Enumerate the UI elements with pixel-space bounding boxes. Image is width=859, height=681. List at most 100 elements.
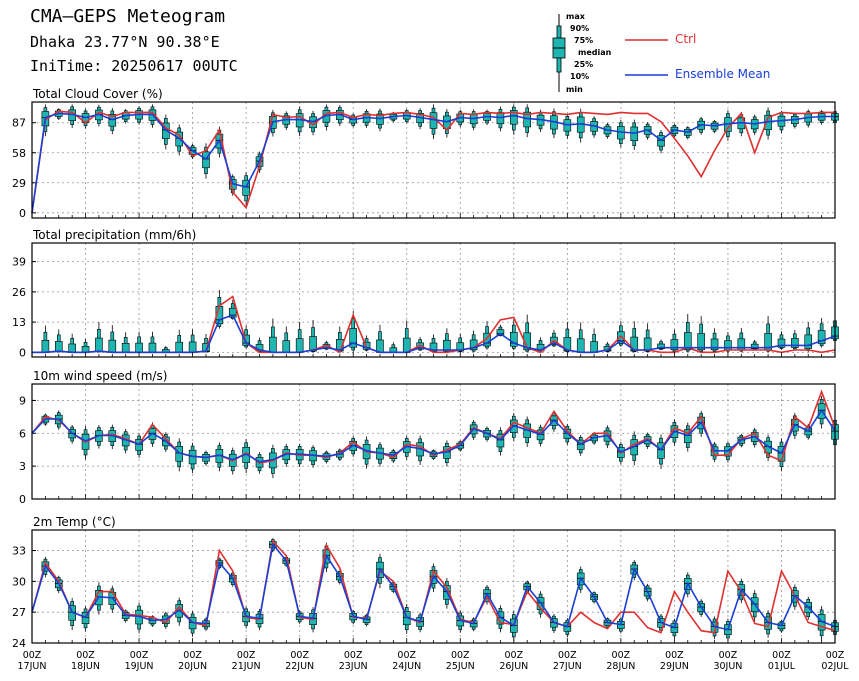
boxplot-inner (576, 338, 585, 353)
boxplot-inner (108, 339, 117, 353)
boxplot (509, 104, 518, 135)
boxplot (804, 322, 813, 353)
x-axis-labels: 00Z17JUN00Z18JUN00Z19JUN00Z20JUN00Z21JUN… (18, 650, 850, 672)
boxplot (750, 114, 759, 136)
x-tick-hour-label: 00Z (183, 650, 202, 661)
boxplot-inner (175, 341, 184, 353)
boxplot (443, 440, 451, 467)
boxplot (188, 329, 197, 353)
boxplot (697, 316, 705, 353)
y-tick-label: 9 (19, 394, 26, 407)
boxplot (523, 104, 531, 138)
x-tick-hour-label: 00Z (665, 650, 684, 661)
boxplot-inner (817, 330, 826, 345)
boxplot-inner (309, 336, 317, 352)
boxplot (643, 323, 652, 353)
y-tick-label: 30 (12, 575, 26, 588)
header: CMA—GEPS Meteogram Dhaka 23.77°N 90.38°E… (0, 0, 859, 100)
legend-p25-label: 25% (574, 60, 594, 69)
y-tick-label: 0 (19, 493, 26, 506)
boxplot-inner (295, 338, 304, 353)
boxplot (309, 445, 317, 468)
boxplot (295, 321, 304, 353)
boxplot (737, 327, 746, 353)
boxplot (817, 395, 826, 429)
boxplot-legend-glyph (552, 14, 566, 92)
boxplot (108, 585, 117, 613)
boxplot-inner (630, 336, 639, 352)
y-tick-label: 6 (19, 427, 26, 440)
ensemble-mean-line (31, 542, 836, 631)
y-tick-label: 58 (12, 147, 26, 160)
boxplot (670, 329, 679, 353)
x-tick-date-label: 25JUN (446, 661, 475, 672)
x-tick-date-label: 20JUN (178, 661, 207, 672)
boxplot-inner (509, 110, 518, 125)
line-legend: Ctrl Ensemble Mean (620, 28, 820, 88)
x-tick-date-label: 17JUN (18, 661, 47, 672)
boxplot (657, 129, 665, 154)
boxplot (576, 322, 585, 353)
boxplot-inner (697, 333, 705, 351)
boxplot-inner (710, 338, 719, 351)
boxplot (309, 320, 317, 353)
boxplot (576, 435, 585, 456)
boxplot (242, 171, 250, 206)
boxplot-inner (349, 328, 358, 348)
legend-mean-label: Ensemble Mean (675, 67, 771, 81)
boxplot (376, 108, 384, 132)
boxplot (402, 320, 411, 353)
init-time-label: IniTime: 20250617 00UTC (30, 57, 238, 75)
boxplot-inner (750, 343, 759, 350)
y-tick-label: 87 (12, 117, 26, 130)
y-tick-label: 13 (12, 316, 26, 329)
x-tick-date-label: 23JUN (339, 661, 368, 672)
y-tick-label: 24 (12, 637, 26, 650)
boxplot (135, 602, 143, 634)
panel-3: 10m wind speed (m/s) 0 3 6 9 (19, 369, 839, 506)
boxplot-inner (121, 343, 130, 353)
boxplot (496, 106, 505, 132)
y-tick-label: 0 (19, 207, 26, 220)
boxplot (68, 104, 76, 128)
boxplot (68, 333, 76, 353)
x-tick-date-label: 24JUN (392, 661, 421, 672)
boxplot (81, 606, 90, 632)
boxplot (389, 342, 398, 353)
boxplot (563, 618, 572, 638)
boxplot (95, 582, 103, 615)
boxplot-legend: max 90% 75% median 25% 10% min (548, 8, 628, 96)
boxplot-inner (135, 342, 143, 353)
ensemble-mean-line (32, 314, 836, 354)
y-tick-label: 3 (19, 460, 26, 473)
y-tick-label: 33 (12, 545, 26, 558)
x-tick-hour-label: 00Z (23, 650, 42, 661)
boxplot (817, 318, 826, 348)
boxplot (617, 119, 625, 148)
boxplot (683, 422, 692, 452)
x-tick-date-label: 30JUN (713, 661, 742, 672)
x-tick-date-label: 28JUN (606, 661, 635, 672)
x-tick-date-label: 29JUN (660, 661, 689, 672)
boxplot-inner (617, 331, 625, 344)
legend-max-label: max (566, 12, 585, 21)
x-tick-hour-label: 00Z (130, 650, 149, 661)
boxplot-inner (643, 337, 652, 352)
panel-title: 10m wind speed (m/s) (33, 369, 167, 383)
y-tick-label: 39 (12, 256, 26, 269)
boxplot (416, 108, 424, 130)
y-tick-label: 27 (12, 606, 26, 619)
boxplot (175, 329, 184, 353)
boxplot-inner (68, 343, 76, 353)
boxplot (349, 310, 358, 353)
boxplot (750, 339, 759, 351)
boxplot (630, 431, 639, 466)
boxplot-inner (509, 331, 518, 347)
legend-p75-label: 75% (574, 36, 594, 45)
boxplot (590, 328, 598, 353)
boxplot (710, 328, 719, 353)
ensemble-mean-line (31, 112, 835, 213)
boxplot-inner (429, 342, 438, 352)
boxplot-inner (804, 334, 813, 349)
